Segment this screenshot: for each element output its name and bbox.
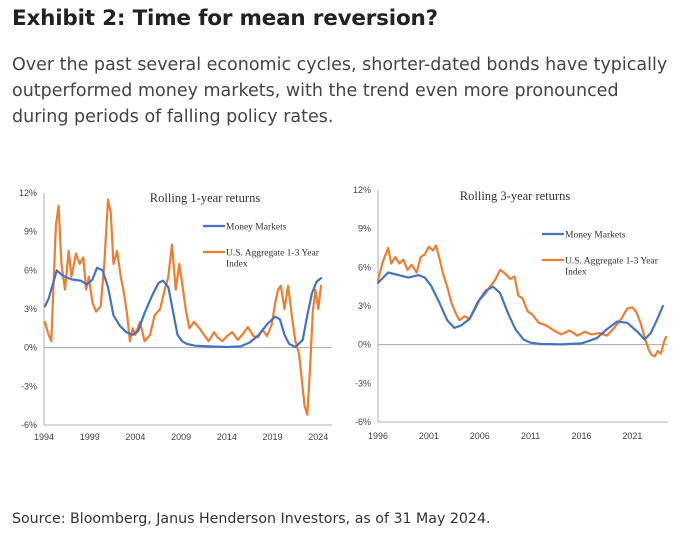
y-tick-label: 6% (24, 265, 37, 275)
x-tick-label: 2024 (308, 432, 328, 442)
legend-label-aggregate: U.S. Aggregate 1-3 Year Index (226, 249, 320, 270)
y-tick-label: 0% (24, 343, 37, 353)
series-line-money-markets (43, 266, 323, 349)
x-tick-label: 1994 (34, 432, 54, 442)
y-tick-label: -6% (21, 420, 37, 430)
y-tick-label: 3% (24, 304, 37, 314)
page-subtitle: Over the past several economic cycles, s… (12, 55, 668, 127)
series-line-aggregate (43, 198, 323, 416)
y-tick-label: -3% (21, 381, 37, 391)
legend: Money Markets U.S. Aggregate 1-3 Year Inde… (203, 223, 320, 270)
legend-label-money-markets: Money Markets (226, 223, 287, 233)
y-tick-label: 9% (24, 227, 37, 237)
chart-title: Rolling 1-year returns (150, 191, 261, 205)
x-tick-label: 2014 (217, 432, 237, 442)
page-title: Exhibit 2: Time for mean reversion? (12, 6, 438, 31)
y-tick-label: 12% (19, 188, 37, 198)
x-tick-label: 2009 (171, 432, 191, 442)
x-tick-label: 1999 (80, 432, 100, 442)
source-note: Source: Bloomberg, Janus Henderson Inves… (12, 511, 491, 527)
x-tick-label: 2019 (263, 432, 283, 442)
x-tick-label: 2004 (125, 432, 145, 442)
